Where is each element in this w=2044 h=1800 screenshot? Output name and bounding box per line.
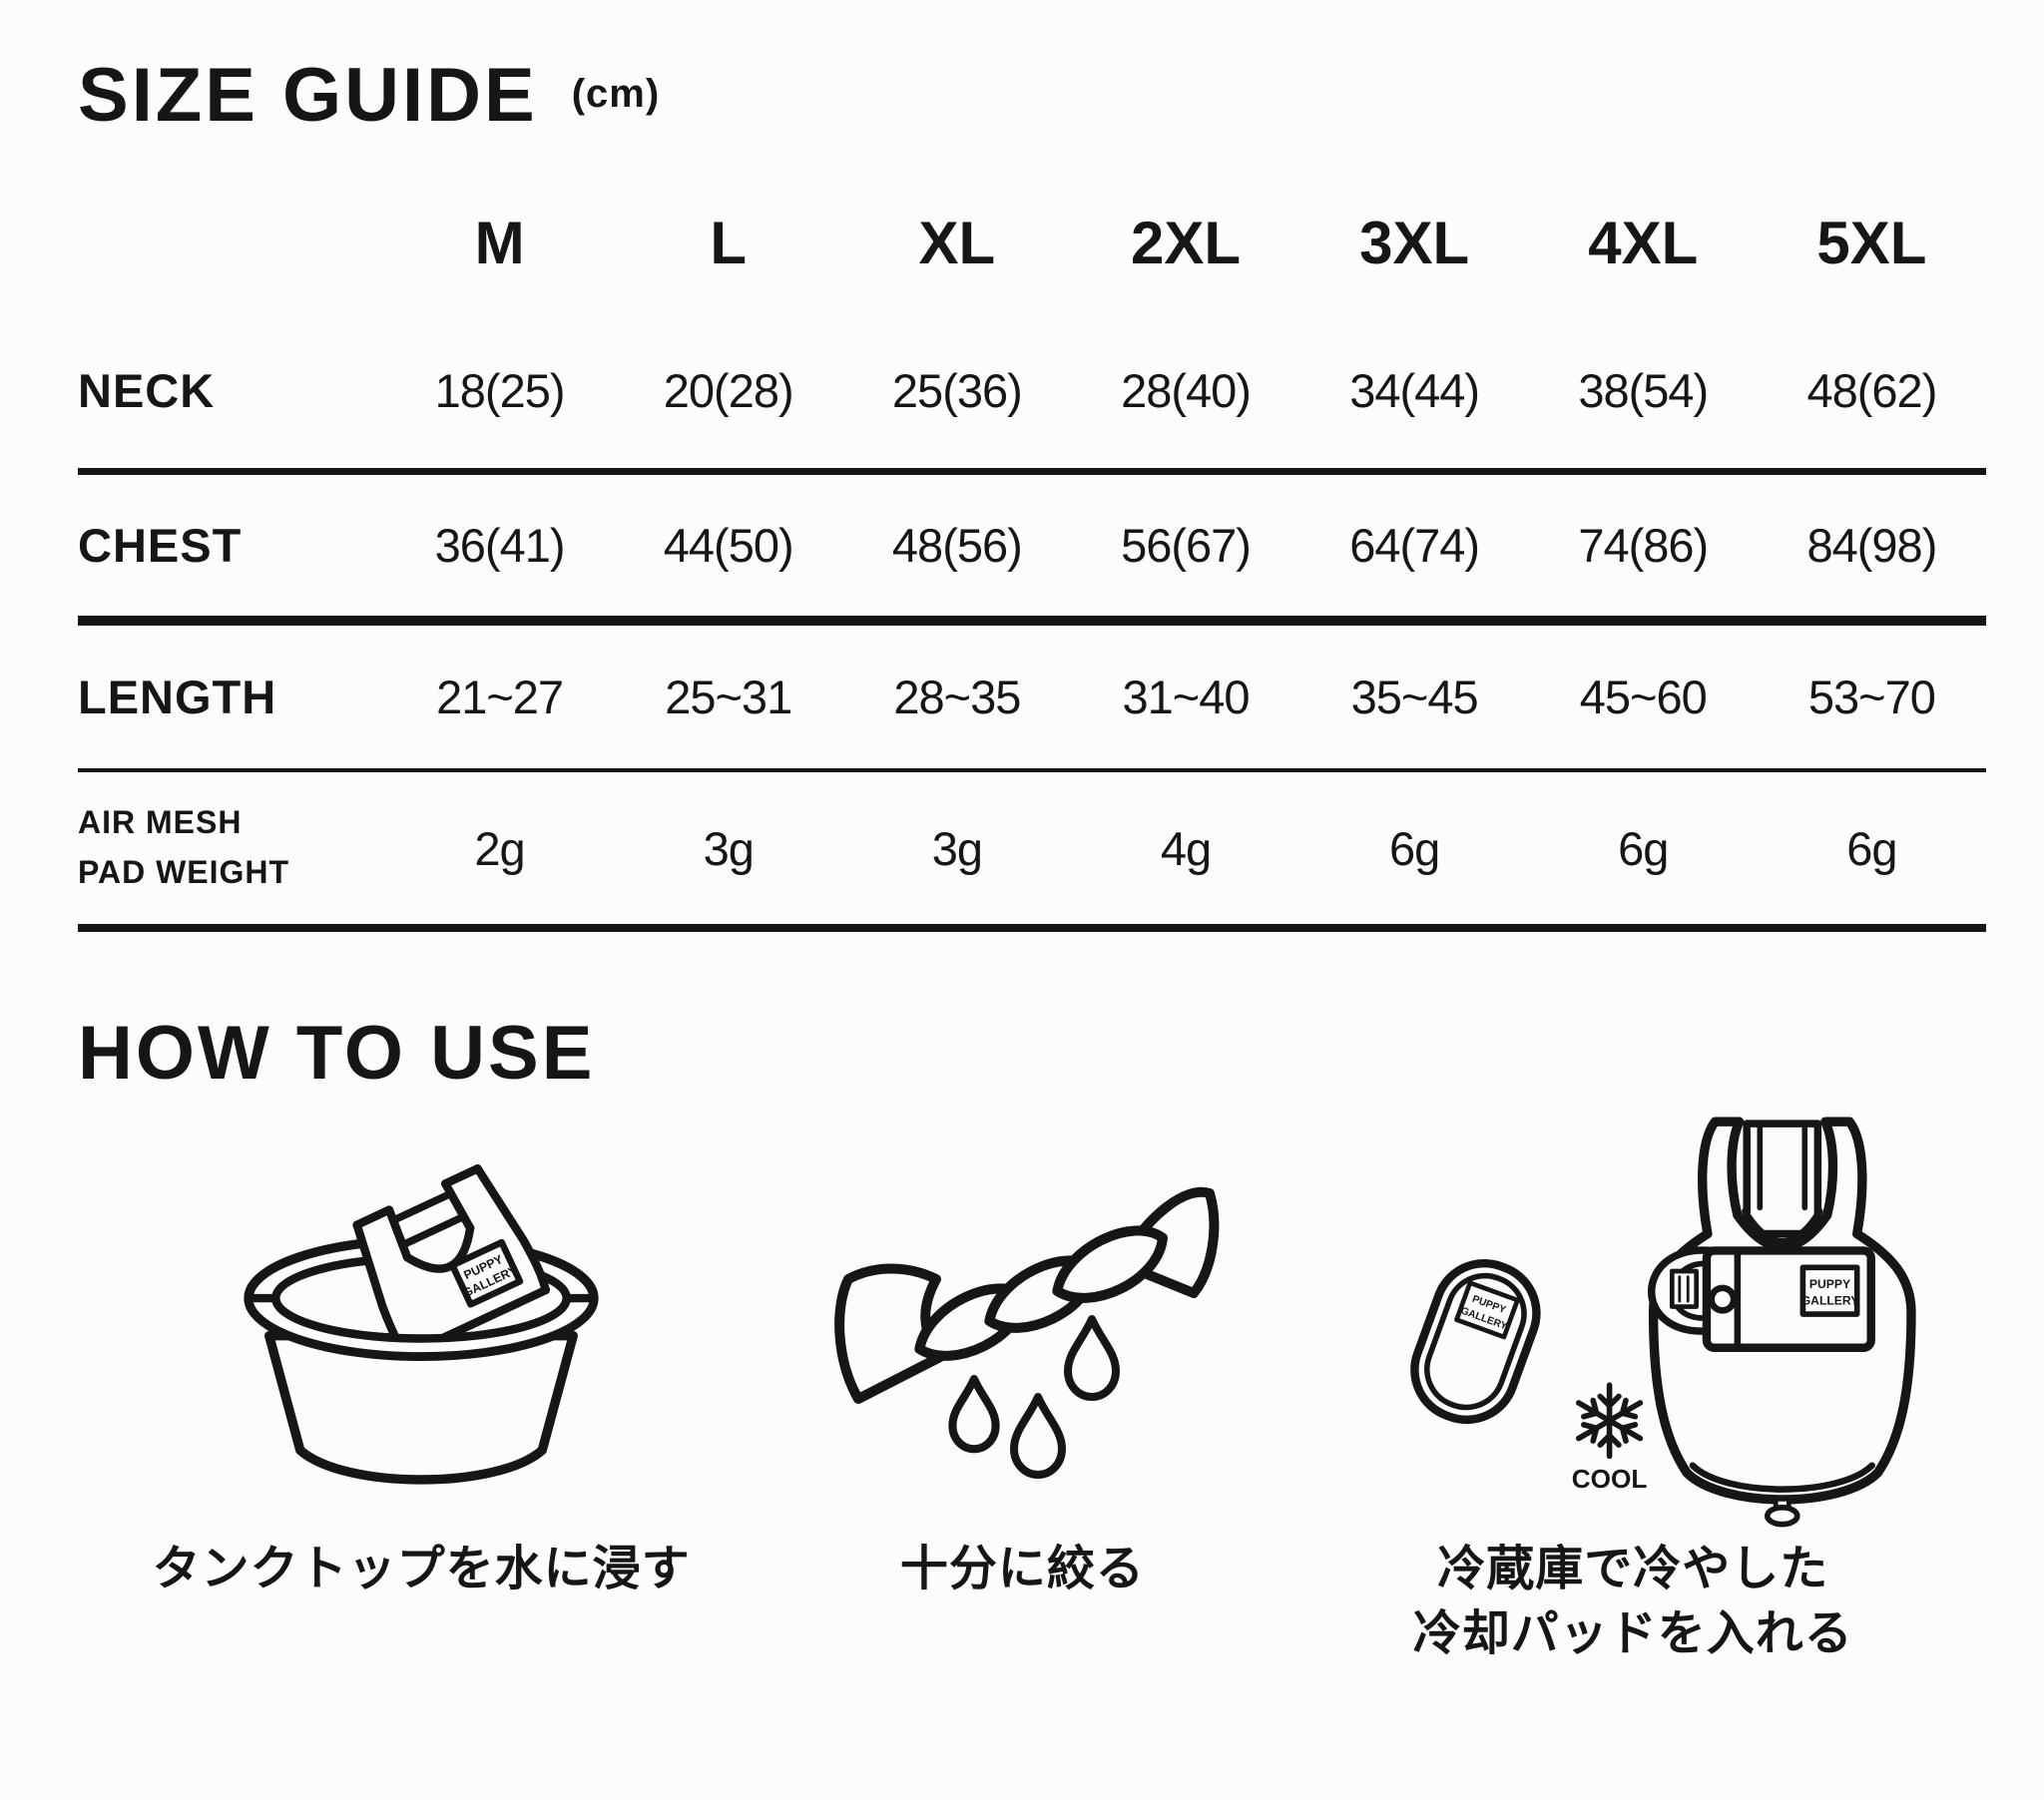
size-value-cell: 36(41) — [385, 471, 615, 626]
size-table-row: CHEST 36(41) 44(50) 48(56) 56(67) 64(74) 74(86… — [78, 471, 1986, 626]
size-value-cell: 45~60 — [1528, 621, 1758, 772]
unit-label: (cm) — [571, 72, 661, 116]
vest: PUPPY GALLERY — [1648, 1117, 1916, 1528]
size-value-cell: 25(36) — [842, 283, 1072, 475]
bucket-soak-illustration: PUPPY GALLERY — [244, 1164, 599, 1485]
size-column-header: 2XL — [1130, 209, 1242, 276]
water-drops — [948, 1315, 1121, 1479]
step-soak: PUPPY GALLERY タンクトップを水に浸す — [78, 1111, 765, 1667]
cool-label: COOL — [1572, 1464, 1648, 1494]
row-label: NECK — [78, 283, 385, 475]
size-value-cell: 56(67) — [1071, 471, 1300, 626]
size-value-cell: 3g — [842, 770, 1072, 932]
size-value-cell: 44(50) — [614, 471, 843, 626]
step-insert-pad: PUPPY GALLERY COOL — [1280, 1111, 1986, 1667]
size-table-body: NECK 18(25) 20(28) 25(36) 28(40) 34(44) 38(54)… — [78, 283, 1986, 932]
row-label: AIR MESH PAD WEIGHT — [78, 770, 385, 932]
size-value-cell: 28(40) — [1071, 283, 1300, 475]
size-guide-page: SIZE GUIDE (cm) M L XL 2XL 3XL 4XL 5XL NECK 18(… — [78, 58, 1986, 1667]
size-table-header-row: M L XL 2XL 3XL 4XL 5XL — [78, 180, 1986, 283]
size-value-cell: 2g — [385, 770, 615, 932]
step-insert-pad-caption-line2: 冷却パッドを入れる — [1412, 1606, 1853, 1660]
wring-out-icon — [802, 1111, 1242, 1520]
size-value-cell: 20(28) — [614, 283, 843, 475]
cooling-pad: PUPPY GALLERY — [1410, 1258, 1541, 1425]
size-column-header: M — [474, 209, 525, 276]
size-table-row: LENGTH 21~27 25~31 28~35 31~40 35~45 45~60 53~7… — [78, 621, 1986, 772]
size-value-cell: 21~27 — [385, 621, 615, 772]
step-wring-caption: 十分に絞る — [899, 1543, 1145, 1595]
corner-cell — [78, 180, 385, 283]
size-column-header: 4XL — [1588, 209, 1699, 276]
size-value-cell: 53~70 — [1757, 621, 1986, 772]
size-value-cell: 25~31 — [614, 621, 843, 772]
cooling-pad-insert-icon: PUPPY GALLERY COOL — [1333, 1111, 1932, 1528]
size-value-cell: 6g — [1757, 770, 1986, 932]
size-table: M L XL 2XL 3XL 4XL 5XL NECK 18(25) 20(28) 25(36) 2… — [78, 180, 1986, 932]
step-insert-pad-caption-line1: 冷蔵庫で冷やした — [1437, 1543, 1829, 1595]
tank-top-in-bucket: PUPPY GALLERY — [352, 1164, 551, 1360]
size-value-cell: 35~45 — [1299, 621, 1529, 772]
size-value-cell: 31~40 — [1071, 621, 1300, 772]
step-insert-pad-caption: 冷蔵庫で冷やした 冷却パッドを入れる — [1413, 1538, 1853, 1667]
size-value-cell: 38(54) — [1528, 283, 1758, 475]
row-label: CHEST — [78, 471, 385, 626]
size-value-cell: 34(44) — [1299, 283, 1529, 475]
size-value-cell: 74(86) — [1528, 471, 1758, 626]
size-table-row: NECK 18(25) 20(28) 25(36) 28(40) 34(44) 38(54)… — [78, 283, 1986, 475]
size-column-header: 5XL — [1816, 209, 1927, 276]
vest-tag-line1: PUPPY — [1809, 1277, 1850, 1291]
size-value-cell: 48(56) — [842, 471, 1072, 626]
size-value-cell: 64(74) — [1299, 471, 1529, 626]
wring-out-illustration — [834, 1186, 1220, 1479]
cooling-pad-illustration: PUPPY GALLERY COOL — [1410, 1117, 1916, 1528]
row-label: LENGTH — [78, 621, 385, 772]
snowflake-icon — [1576, 1382, 1644, 1460]
size-value-cell: 6g — [1299, 770, 1529, 932]
size-column-header: 3XL — [1359, 209, 1470, 276]
bucket-soak-icon: PUPPY GALLERY — [187, 1111, 656, 1520]
how-to-use-steps: PUPPY GALLERY タンクトップを水に浸す — [78, 1111, 1986, 1667]
size-column-header: L — [710, 209, 748, 276]
size-value-cell: 18(25) — [385, 283, 615, 475]
size-value-cell: 6g — [1528, 770, 1758, 932]
how-to-use-title: HOW TO USE — [78, 1011, 596, 1096]
page-title: SIZE GUIDE — [78, 53, 538, 138]
size-value-cell: 3g — [614, 770, 843, 932]
size-column-header: XL — [918, 209, 996, 276]
step-wring: 十分に絞る — [765, 1111, 1279, 1667]
vest-tag-line2: GALLERY — [1801, 1294, 1859, 1308]
size-table-row: AIR MESH PAD WEIGHT 2g 3g 3g 4g 6g 6g 6g — [78, 770, 1986, 932]
step-soak-caption: タンクトップを水に浸す — [152, 1543, 691, 1595]
size-value-cell: 28~35 — [842, 621, 1072, 772]
size-guide-header: SIZE GUIDE (cm) — [78, 58, 1986, 134]
size-value-cell: 4g — [1071, 770, 1300, 932]
size-value-cell: 84(98) — [1757, 471, 1986, 626]
size-value-cell: 48(62) — [1757, 283, 1986, 475]
